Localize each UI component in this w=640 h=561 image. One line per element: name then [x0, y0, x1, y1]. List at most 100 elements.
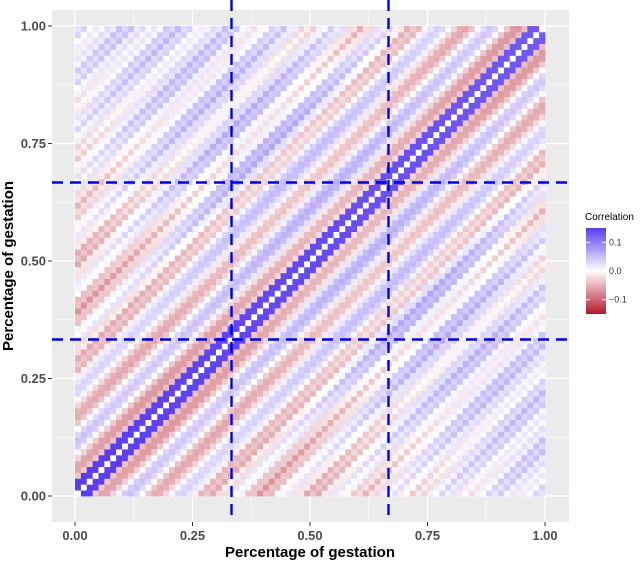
- heatmap-cell: [421, 26, 428, 33]
- heatmap-cell: [421, 337, 428, 344]
- heatmap-cell: [216, 266, 223, 274]
- heatmap-cell: [192, 167, 199, 174]
- heatmap-cell: [151, 67, 158, 74]
- heatmap-cell: [321, 349, 329, 356]
- heatmap-cell: [221, 161, 229, 168]
- heatmap-cell: [280, 125, 287, 133]
- heatmap-cell: [298, 454, 305, 462]
- heatmap-cell: [263, 61, 270, 68]
- heatmap-cell: [104, 378, 111, 385]
- heatmap-cell: [122, 284, 129, 291]
- heatmap-cell: [310, 167, 317, 174]
- heatmap-cell: [357, 413, 364, 421]
- heatmap-cell: [110, 290, 117, 297]
- heatmap-cell: [192, 55, 199, 62]
- heatmap-cell: [321, 290, 329, 297]
- heatmap-cell: [180, 249, 188, 256]
- heatmap-cell: [145, 96, 152, 103]
- heatmap-cell: [292, 155, 299, 162]
- heatmap-cell: [415, 266, 423, 274]
- heatmap-cell: [304, 278, 311, 285]
- heatmap-cell: [174, 231, 182, 238]
- heatmap-cell: [357, 343, 364, 350]
- heatmap-cell: [292, 413, 299, 421]
- heatmap-cell: [357, 96, 364, 103]
- heatmap-cell: [404, 196, 411, 203]
- heatmap-cell: [169, 490, 176, 497]
- heatmap-cell: [268, 372, 276, 379]
- heatmap-cell: [245, 214, 252, 221]
- heatmap-cell: [362, 43, 370, 50]
- heatmap-cell: [292, 67, 299, 74]
- heatmap-cell: [151, 120, 158, 127]
- heatmap-cell: [204, 272, 211, 280]
- heatmap-cell: [433, 43, 440, 50]
- heatmap-cell: [392, 249, 399, 256]
- heatmap-cell: [80, 308, 88, 315]
- heatmap-cell: [327, 155, 334, 162]
- heatmap-cell: [98, 49, 105, 56]
- heatmap-cell: [163, 249, 170, 256]
- heatmap-cell: [210, 172, 217, 180]
- heatmap-cell: [210, 407, 217, 415]
- heatmap-cell: [345, 343, 352, 350]
- heatmap-cell: [104, 108, 111, 115]
- heatmap-cell: [304, 237, 311, 244]
- heatmap-cell: [374, 302, 381, 309]
- heatmap-cell: [409, 255, 417, 262]
- heatmap-cell: [409, 431, 417, 438]
- heatmap-cell: [280, 167, 287, 174]
- heatmap-cell: [98, 337, 105, 344]
- heatmap-cell: [333, 490, 340, 497]
- heatmap-cell: [315, 402, 323, 409]
- heatmap-cell: [151, 313, 158, 321]
- heatmap-cell: [357, 131, 364, 139]
- heatmap-cell: [186, 31, 193, 39]
- heatmap-cell: [98, 425, 105, 432]
- heatmap-cell: [104, 243, 111, 250]
- heatmap-cell: [239, 143, 246, 150]
- heatmap-cell: [345, 443, 352, 450]
- heatmap-cell: [139, 161, 146, 168]
- heatmap-cell: [151, 131, 158, 139]
- heatmap-cell: [104, 255, 111, 262]
- heatmap-cell: [198, 61, 205, 68]
- heatmap-cell: [415, 319, 423, 327]
- heatmap-cell: [380, 308, 387, 315]
- heatmap-cell: [251, 278, 258, 285]
- heatmap-cell: [380, 131, 387, 139]
- heatmap-cell: [186, 61, 193, 68]
- heatmap-cell: [157, 431, 164, 438]
- heatmap-cell: [398, 55, 405, 62]
- heatmap-cell: [122, 31, 129, 39]
- heatmap-cell: [304, 219, 311, 227]
- heatmap-cell: [104, 466, 111, 473]
- heatmap-cell: [221, 61, 229, 68]
- heatmap-cell: [404, 396, 411, 403]
- heatmap-cell: [280, 37, 287, 45]
- heatmap-cell: [392, 61, 399, 68]
- heatmap-cell: [180, 343, 188, 350]
- heatmap-cell: [245, 325, 252, 332]
- heatmap-cell: [239, 284, 246, 291]
- heatmap-cell: [198, 237, 205, 244]
- heatmap-cell: [163, 43, 170, 50]
- heatmap-cell: [169, 302, 176, 309]
- heatmap-cell: [151, 319, 158, 327]
- heatmap-cell: [151, 214, 158, 221]
- heatmap-cell: [75, 302, 82, 309]
- heatmap-cell: [204, 390, 211, 397]
- heatmap-cell: [151, 190, 158, 197]
- heatmap-cell: [315, 490, 323, 497]
- heatmap-cell: [421, 67, 428, 74]
- heatmap-cell: [239, 149, 246, 156]
- heatmap-cell: [169, 272, 176, 280]
- heatmap-cell: [321, 460, 329, 468]
- heatmap-cell: [362, 355, 370, 362]
- heatmap-cell: [180, 490, 188, 497]
- heatmap-cell: [351, 331, 358, 338]
- heatmap-cell: [421, 137, 428, 144]
- heatmap-cell: [216, 131, 223, 139]
- heatmap-cell: [398, 419, 405, 426]
- heatmap-cell: [169, 161, 176, 168]
